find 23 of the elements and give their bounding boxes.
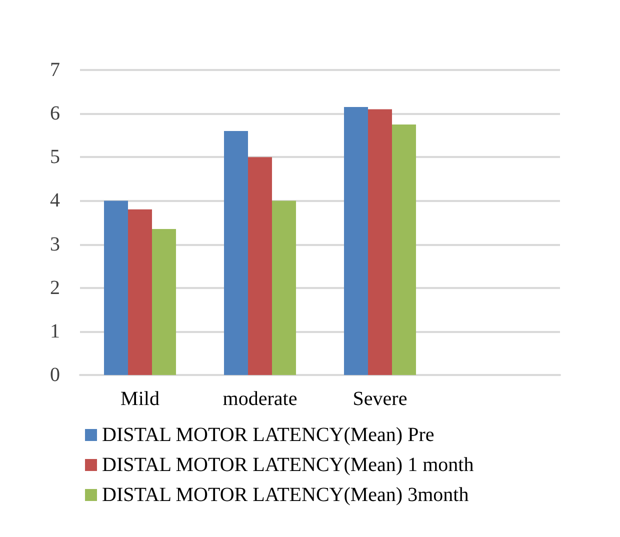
- x-tick-label: Mild: [120, 388, 160, 410]
- bar: [368, 109, 392, 375]
- y-tick-label: 6: [50, 102, 60, 125]
- bar: [272, 200, 296, 375]
- bar: [392, 124, 416, 375]
- x-tick-label: Severe: [352, 388, 408, 410]
- bar: [128, 209, 152, 375]
- y-tick-label: 0: [50, 364, 60, 386]
- y-tick-label: 7: [50, 59, 60, 81]
- y-tick-label: 5: [50, 146, 60, 168]
- y-tick-label: 2: [50, 276, 60, 299]
- bar: [224, 131, 248, 375]
- bar: [248, 157, 272, 375]
- y-tick-label: 3: [50, 233, 60, 256]
- bar: [104, 200, 128, 375]
- bar: [152, 229, 176, 375]
- legend-label: DISTAL MOTOR LATENCY(Mean) Pre: [102, 424, 434, 446]
- legend-label: DISTAL MOTOR LATENCY(Mean) 1 month: [102, 454, 474, 476]
- x-tick-label: moderate: [222, 388, 298, 410]
- y-tick-label: 4: [50, 190, 60, 212]
- legend-label: DISTAL MOTOR LATENCY(Mean) 3month: [102, 484, 469, 506]
- y-tick-label: 1: [50, 320, 60, 342]
- bar: [344, 107, 368, 375]
